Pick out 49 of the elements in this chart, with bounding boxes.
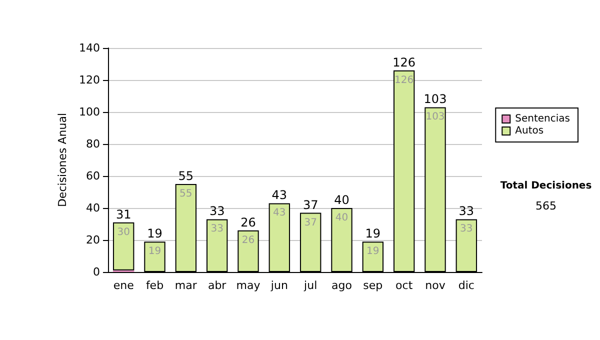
- text: 565: [536, 200, 556, 212]
- x-tick-label: may: [236, 279, 261, 292]
- y-tick-label: 120: [79, 74, 100, 86]
- y-tick-label: 100: [79, 106, 100, 118]
- text: Total Decisiones: [500, 180, 592, 192]
- data-label: 40: [335, 212, 348, 224]
- total-label: 31: [116, 207, 132, 222]
- y-tick-label: 20: [86, 234, 100, 246]
- total-label: 19: [147, 226, 162, 241]
- total-label: 43: [272, 188, 288, 202]
- total-label: 33: [209, 204, 225, 218]
- y-tick-label: 60: [86, 170, 100, 182]
- data-label: 33: [210, 224, 224, 235]
- data-label: 37: [304, 217, 317, 228]
- data-label: 26: [242, 234, 255, 246]
- data-label: 43: [273, 208, 286, 219]
- x-tick-label: abr: [208, 279, 227, 292]
- y-tick-label: 40: [86, 202, 100, 214]
- data-label: 33: [460, 224, 473, 235]
- data-label: 126: [394, 74, 414, 86]
- total-label: 19: [365, 226, 381, 241]
- x-tick-label: jun: [270, 279, 288, 292]
- y-tick-label: 0: [93, 266, 100, 278]
- x-tick-label: mar: [174, 279, 198, 292]
- data-label: 19: [366, 246, 380, 258]
- data-label: 30: [117, 226, 130, 238]
- legend-label: Autos: [515, 126, 544, 136]
- total-label: 26: [240, 215, 256, 230]
- legend-label: Sentencias: [515, 114, 570, 124]
- y-tick-label: 140: [79, 42, 100, 54]
- total-label: 40: [334, 193, 350, 207]
- total-label: 37: [302, 198, 318, 212]
- data-label: 55: [180, 188, 192, 200]
- y-tick-label: 80: [86, 138, 100, 150]
- x-tick-label: oct: [396, 279, 414, 292]
- total-label: 55: [178, 169, 194, 183]
- data-label: 103: [426, 112, 445, 123]
- x-tick-label: dic: [458, 279, 474, 292]
- x-tick-label: ago: [332, 279, 352, 292]
- x-tick-label: feb: [146, 279, 164, 292]
- total-label: 103: [424, 92, 447, 106]
- y-axis-title: Decisiones Anual: [56, 112, 70, 208]
- x-tick-label: ene: [113, 279, 134, 292]
- x-tick-label: jul: [303, 279, 318, 292]
- total-label: 126: [392, 55, 416, 70]
- x-tick-label: sep: [363, 279, 383, 292]
- x-tick-label: nov: [425, 279, 446, 292]
- total-label: 33: [458, 204, 474, 218]
- data-label: 19: [148, 246, 162, 258]
